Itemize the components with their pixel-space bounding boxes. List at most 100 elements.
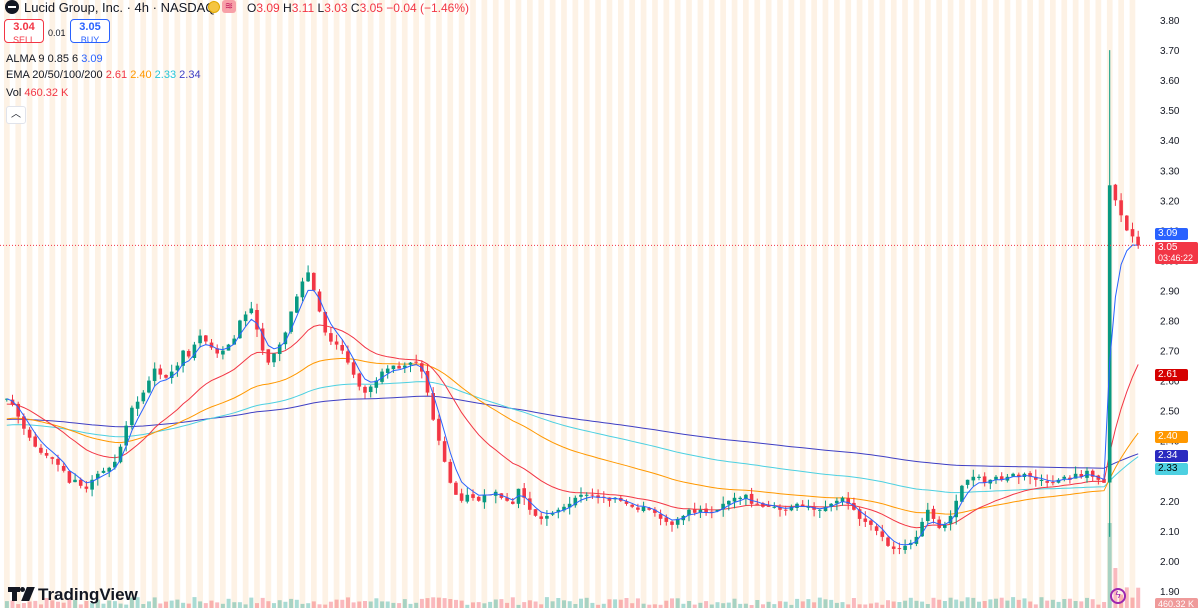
candle-body — [408, 362, 413, 365]
volume-bar — [704, 601, 709, 608]
session-band — [538, 0, 545, 608]
volume-bar — [863, 604, 868, 608]
volume-bar — [778, 601, 782, 608]
volume-bar — [357, 601, 362, 608]
tradingview-logo[interactable]: TradingView — [8, 585, 138, 605]
volume-bar — [328, 601, 333, 608]
candle-body — [516, 488, 521, 504]
candle-body — [10, 399, 15, 405]
volume-bar — [982, 601, 987, 608]
volume-bar — [920, 601, 925, 608]
session-band — [95, 0, 101, 608]
session-band — [674, 0, 681, 608]
volume-bar — [590, 602, 595, 608]
volume-bar — [664, 600, 669, 608]
candle-body — [27, 429, 32, 438]
y-tick-label: 2.20 — [1160, 497, 1180, 508]
volume-bar — [965, 597, 970, 608]
session-band — [947, 0, 954, 608]
candle-body — [886, 537, 890, 546]
candle-body — [1056, 479, 1061, 483]
legend-volume[interactable]: Vol 460.32 K — [6, 87, 69, 99]
candle-body — [312, 272, 316, 291]
candle-body — [556, 509, 561, 513]
volume-bar — [1130, 597, 1135, 608]
volume-bar — [897, 602, 902, 608]
candle-body — [835, 500, 839, 504]
volume-bar — [544, 597, 549, 608]
volume-bar — [721, 603, 726, 608]
volume-bar — [277, 600, 282, 608]
candle-body — [897, 548, 902, 550]
volume-bar — [579, 598, 583, 608]
volume-bar — [869, 603, 873, 608]
volume-bar — [289, 598, 294, 608]
volume-bar — [914, 600, 919, 608]
volume-bar — [1136, 587, 1141, 608]
candle-body — [357, 373, 362, 387]
session-band — [799, 0, 806, 608]
chevron-up-icon[interactable]: ︿ — [6, 106, 26, 124]
legend-alma[interactable]: ALMA 9 0.85 6 3.09 — [6, 53, 103, 65]
y-tick-label: 2.60 — [1160, 377, 1180, 388]
candle-body — [800, 504, 805, 507]
volume-bar — [215, 602, 220, 608]
volume-bar — [857, 604, 862, 608]
candle-body — [152, 368, 157, 381]
session-band — [1095, 0, 1102, 608]
volume-bar — [408, 603, 413, 608]
candle-body — [1102, 478, 1106, 483]
volume-bar — [374, 598, 379, 608]
candle-body — [1051, 482, 1055, 484]
session-band — [925, 0, 931, 608]
volume-bar — [800, 601, 805, 608]
volume-bar — [1079, 601, 1084, 608]
volume-bar — [942, 601, 947, 608]
session-band — [1004, 0, 1011, 608]
candle-body — [147, 380, 151, 393]
legend-ema[interactable]: EMA 20/50/100/200 2.61 2.40 2.33 2.34 — [6, 69, 201, 81]
flash-icon[interactable]: ϟ — [1110, 588, 1126, 604]
volume-bar — [829, 599, 834, 608]
volume-bar — [4, 601, 9, 608]
session-band — [151, 0, 158, 608]
volume-bar — [397, 603, 402, 608]
badge-ema200: 2.34 — [1155, 450, 1188, 462]
candle-body — [164, 375, 168, 378]
volume-bar — [766, 601, 771, 608]
volume-bar — [823, 599, 828, 608]
session-band — [436, 0, 442, 608]
session-band — [765, 0, 772, 608]
volume-bar — [749, 605, 754, 608]
ohlc-readout: O3.09 H3.11 L3.03 C3.05 −0.04 (−1.46%) — [247, 1, 470, 15]
candle-body — [715, 509, 720, 512]
volume-bar — [135, 597, 140, 608]
volume-bar — [220, 603, 225, 608]
buy-button[interactable]: 3.05 BUY — [70, 19, 110, 45]
y-tick-label: 3.20 — [1160, 196, 1180, 207]
volume-bar — [755, 600, 760, 608]
candle-body — [511, 501, 515, 504]
session-band — [185, 0, 192, 608]
sun-icon[interactable] — [208, 1, 220, 13]
alma-line — [6, 244, 1139, 546]
volume-bar — [652, 604, 657, 608]
volume-bar — [1056, 601, 1061, 608]
wave-icon[interactable]: ≋ — [222, 0, 236, 13]
volume-bar — [846, 604, 851, 608]
volume-bar — [454, 599, 458, 608]
candle-body — [425, 371, 430, 393]
session-band — [549, 0, 556, 608]
volume-bar — [1022, 598, 1027, 608]
session-band — [49, 0, 56, 608]
volume-bar — [522, 602, 527, 608]
session-band — [72, 0, 78, 608]
candle-body — [50, 457, 55, 459]
candle-body — [948, 515, 953, 524]
symbol-title[interactable]: Lucid Group, Inc. · 4h · NASDAQ — [24, 0, 216, 15]
candle-body — [562, 506, 566, 511]
sell-button[interactable]: 3.04 SELL — [4, 19, 44, 45]
y-tick-label: 3.30 — [1160, 166, 1180, 177]
